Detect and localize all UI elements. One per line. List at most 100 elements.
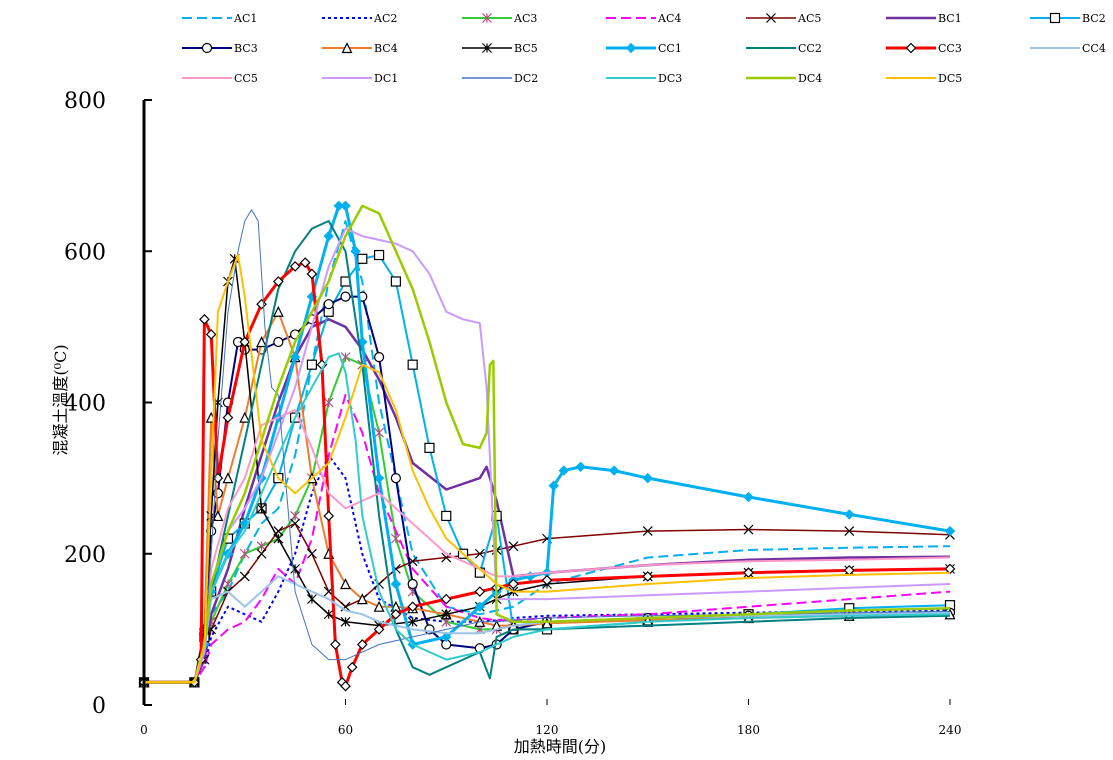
- data-point: [441, 609, 452, 620]
- series-line: [144, 310, 951, 684]
- data-point: [340, 616, 351, 627]
- data-point: [306, 548, 317, 559]
- data-point: [1049, 12, 1061, 24]
- data-point: [474, 548, 485, 559]
- data-point: [222, 412, 234, 423]
- series-DC5: [144, 254, 951, 684]
- series-CC2: [144, 220, 951, 684]
- series-DC4: [144, 204, 951, 684]
- legend-item: DC1: [322, 72, 398, 85]
- legend-item: AC1: [182, 12, 257, 25]
- data-point: [256, 503, 267, 514]
- data-point: [272, 276, 284, 287]
- legend-item: CC1: [606, 42, 682, 55]
- series-DC3: [144, 352, 951, 684]
- legend-label: AC5: [797, 12, 821, 25]
- data-point: [199, 313, 210, 325]
- legend-label: DC1: [374, 72, 398, 85]
- series-CC3: [138, 257, 956, 692]
- legend-label: BC1: [938, 12, 962, 25]
- legend-item: CC4: [1030, 42, 1106, 55]
- data-point: [541, 574, 553, 586]
- legend-item: CC5: [182, 72, 258, 85]
- data-point: [239, 548, 250, 559]
- data-point: [508, 541, 519, 552]
- data-point: [356, 639, 368, 650]
- data-point: [474, 601, 486, 612]
- data-point: [272, 305, 284, 317]
- data-point: [239, 411, 251, 423]
- data-point: [844, 509, 855, 520]
- data-point: [482, 43, 492, 53]
- data-point: [541, 617, 553, 629]
- data-point: [356, 593, 368, 605]
- data-point: [374, 427, 385, 438]
- legend-label: BC4: [374, 42, 398, 55]
- data-point: [290, 518, 301, 529]
- data-point: [350, 246, 361, 257]
- y-tick-label: 0: [92, 694, 106, 719]
- data-point: [625, 42, 637, 54]
- legend-label: CC4: [1082, 42, 1106, 55]
- data-point: [290, 511, 301, 521]
- data-point: [289, 261, 301, 272]
- y-tick-label: 800: [64, 89, 106, 114]
- legend-item: DC4: [746, 72, 822, 85]
- data-point: [341, 42, 353, 54]
- data-point: [340, 578, 351, 590]
- legend-item: BC3: [182, 42, 258, 55]
- legend-label: BC5: [514, 42, 538, 55]
- x-ticks: 0 60 120 180 240: [140, 699, 961, 737]
- data-point: [390, 578, 402, 590]
- data-point: [390, 608, 402, 620]
- legend-label: DC5: [938, 72, 962, 85]
- legend-label: AC1: [233, 12, 257, 25]
- legend-label: CC3: [938, 42, 962, 55]
- data-point: [482, 13, 492, 23]
- series-line: [144, 204, 951, 684]
- data-point: [323, 230, 334, 242]
- data-point: [299, 257, 311, 268]
- legend-item: AC2: [322, 12, 397, 25]
- legend-item: BC2: [1030, 12, 1106, 25]
- data-point: [239, 336, 251, 348]
- data-point: [273, 336, 284, 348]
- legend-label: AC4: [657, 12, 681, 25]
- data-point: [290, 563, 301, 574]
- legend-label: DC3: [658, 72, 682, 85]
- data-point: [642, 571, 654, 582]
- data-point: [201, 42, 213, 54]
- legend-item: DC5: [886, 72, 962, 85]
- legend-label: BC2: [1082, 12, 1106, 25]
- y-tick-label: 600: [64, 240, 106, 265]
- data-point: [642, 526, 653, 536]
- legend: AC1 AC2 AC3 AC4 AC5 BC1 BC2 BC3 BC4 BC5 CC1 CC2 CC3 C…: [182, 12, 1106, 85]
- data-point: [306, 359, 318, 370]
- plot-area: [138, 200, 956, 692]
- legend-item: BC5: [462, 42, 538, 55]
- legend-label: CC5: [234, 72, 258, 85]
- series-AC2: [144, 454, 951, 684]
- data-point: [333, 200, 344, 212]
- data-point: [424, 442, 435, 453]
- data-point: [373, 472, 385, 484]
- data-point: [373, 352, 385, 363]
- data-point: [608, 465, 620, 476]
- legend-item: DC2: [462, 72, 538, 85]
- data-point: [558, 465, 569, 476]
- x-axis-title: 加熱時間(分): [514, 737, 607, 756]
- y-ticks: 0 200 400 600 800: [64, 89, 152, 719]
- y-tick-label: 400: [64, 392, 106, 417]
- data-point: [548, 480, 559, 491]
- data-point: [239, 571, 250, 582]
- data-point: [373, 600, 385, 612]
- data-point: [390, 473, 401, 484]
- data-point: [205, 329, 217, 340]
- data-point: [373, 249, 385, 261]
- data-point: [905, 42, 917, 54]
- series-line: [144, 220, 951, 684]
- legend-label: DC4: [798, 72, 822, 85]
- series-AC3: [139, 352, 955, 688]
